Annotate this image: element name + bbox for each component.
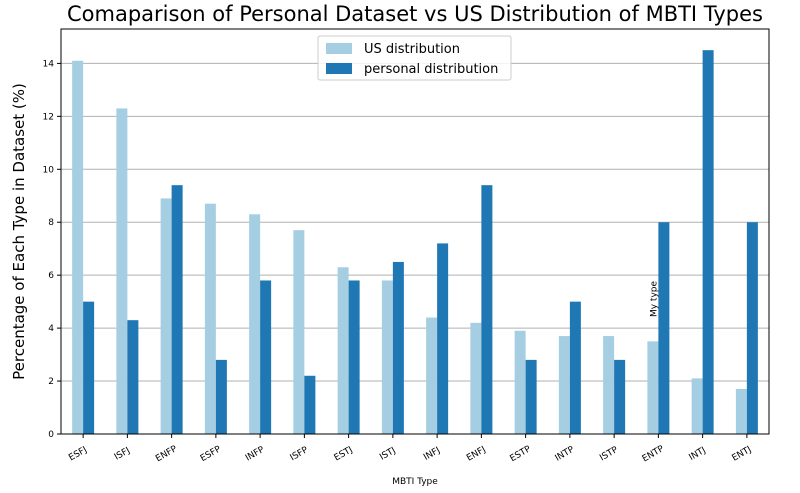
y-tick-label: 14 <box>43 59 55 69</box>
bar-us-esfp <box>204 203 216 434</box>
x-tick-label: ESFP <box>199 444 224 464</box>
bar-us-enfj <box>470 322 482 434</box>
legend: US distribution personal distribution <box>317 35 512 81</box>
x-tick-label: ESTP <box>508 444 533 464</box>
axes <box>57 28 770 438</box>
x-tick-label: ISTP <box>598 445 620 464</box>
annotations: My type <box>649 281 659 318</box>
bar-us-istp <box>603 336 615 434</box>
bar-us-estp <box>514 330 526 434</box>
bar-us-isfp <box>293 230 305 434</box>
bar-personal-infp <box>260 280 272 434</box>
x-tick-label: ISFJ <box>113 446 132 463</box>
x-tick-label: ENFP <box>154 444 179 464</box>
bar-personal-istp <box>614 359 626 434</box>
x-tick-label: ENFJ <box>465 445 488 464</box>
bar-personal-entj <box>746 222 758 434</box>
bar-personal-infj <box>437 243 449 434</box>
y-tick-label: 10 <box>43 165 55 175</box>
bar-us-entp <box>647 341 659 434</box>
bar-us-isfj <box>116 108 128 434</box>
y-tick-label: 0 <box>48 430 54 440</box>
legend-label-personal: personal distribution <box>364 62 498 77</box>
bar-personal-istj <box>392 261 404 434</box>
bar-personal-estp <box>525 359 537 434</box>
legend-label-us: US distribution <box>364 42 460 57</box>
bar-personal-enfp <box>171 185 183 434</box>
legend-swatch-us <box>326 43 352 54</box>
x-tick-label: ESFJ <box>67 445 89 463</box>
y-tick-label: 8 <box>48 218 54 228</box>
bar-personal-entp <box>658 222 670 434</box>
x-tick-label: ESTJ <box>333 445 355 463</box>
bar-us-estj <box>337 267 349 434</box>
x-tick-label: INTJ <box>688 446 708 463</box>
bar-us-entj <box>735 389 747 434</box>
x-tick-label: ENTJ <box>730 445 753 464</box>
bar-us-esfj <box>72 60 84 434</box>
x-tick-label: ISTJ <box>378 446 397 463</box>
bar-personal-enfj <box>481 185 493 434</box>
chart-title: Comaparison of Personal Dataset vs US Di… <box>67 2 763 26</box>
bar-personal-isfj <box>127 320 139 434</box>
x-tick-label: INFJ <box>422 446 442 463</box>
bar-personal-intj <box>702 50 714 434</box>
x-tick-label: ENTP <box>641 444 667 465</box>
x-tick-label: ISFP <box>289 445 311 463</box>
legend-swatch-personal <box>326 63 352 74</box>
bar-us-enfp <box>160 198 172 434</box>
legend-box <box>317 35 512 81</box>
bar-personal-isfp <box>304 375 316 434</box>
x-tick-label: INFP <box>244 445 267 464</box>
x-axis-label: MBTI Type <box>392 477 438 487</box>
y-tick-label: 12 <box>43 112 54 122</box>
x-tick-label: INTP <box>554 445 577 464</box>
y-tick-label: 6 <box>48 271 54 281</box>
y-tick-label: 4 <box>48 324 54 334</box>
y-tick-label: 2 <box>48 377 54 387</box>
bar-us-intj <box>691 378 703 434</box>
annotation-my-type: My type <box>649 281 659 318</box>
bar-us-infj <box>426 317 438 434</box>
bar-personal-intp <box>569 301 581 434</box>
bar-us-infp <box>249 214 261 434</box>
bar-personal-esfj <box>83 301 95 434</box>
bar-personal-esfp <box>215 359 227 434</box>
plot-frame <box>60 28 770 435</box>
bar-us-istj <box>381 280 393 434</box>
bar-personal-estj <box>348 280 360 434</box>
bars <box>72 50 758 434</box>
y-axis-label: Percentage of Each Type in Dataset (%) <box>10 83 28 380</box>
bar-us-intp <box>558 336 570 434</box>
